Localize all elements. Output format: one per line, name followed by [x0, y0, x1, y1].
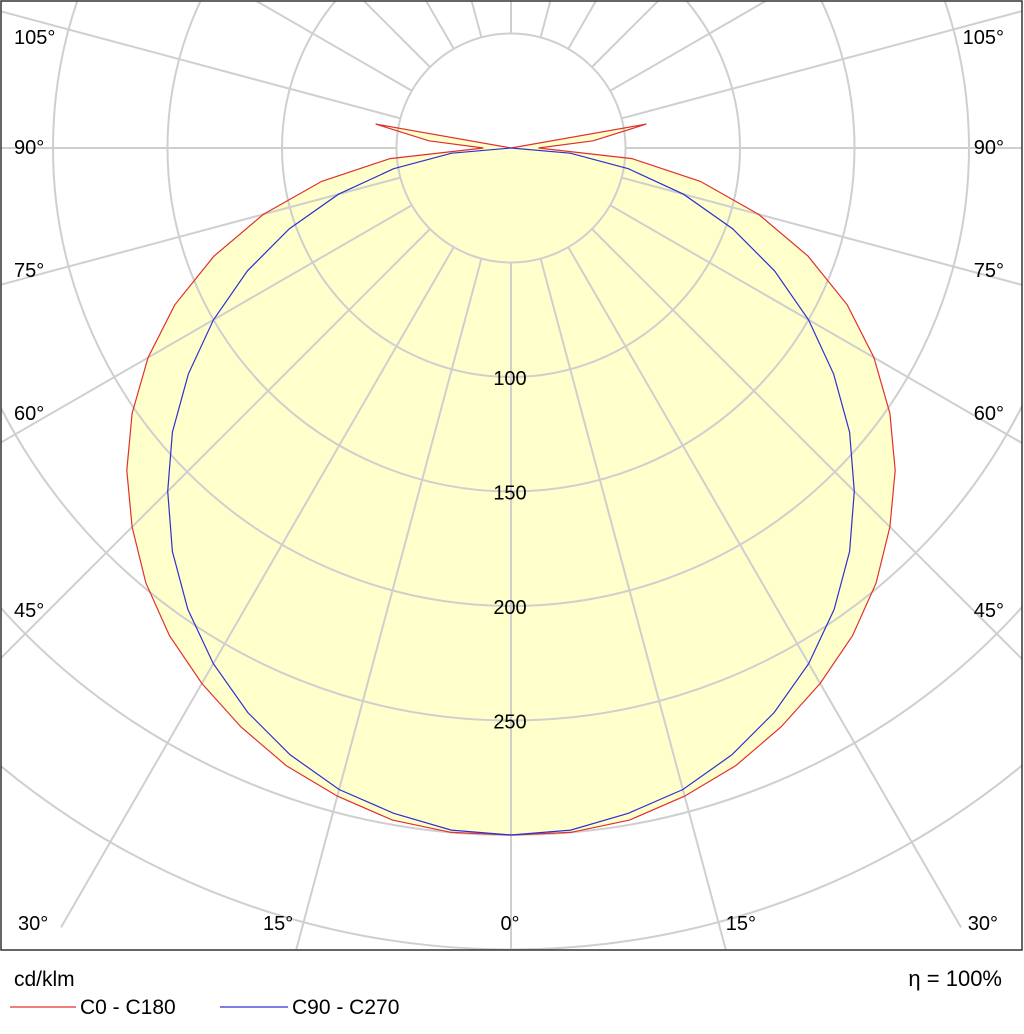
curve-series-1-left: [126, 123, 512, 836]
grid-spoke: [621, 176, 1022, 286]
unit-label: cd/klm: [14, 968, 75, 991]
grid-spoke: [591, 228, 1022, 661]
efficiency-label: η = 100%: [908, 966, 1002, 991]
angle-label-right: 15°: [726, 913, 756, 935]
radial-tick-labels: 100 150 200 250: [493, 368, 526, 734]
angle-label-left: 90°: [14, 137, 44, 159]
curve-series-2-left: [167, 147, 512, 836]
angle-label-left: 60°: [14, 403, 44, 425]
intensity-fill-layer: [126, 124, 896, 836]
radial-tick-label: 100: [493, 368, 526, 390]
grid-spoke: [621, 10, 1022, 120]
grid-spoke: [1, 176, 401, 286]
grid-spoke: [609, 1, 768, 92]
angle-label-right: 45°: [974, 600, 1004, 622]
angle-label-left: 30°: [18, 913, 48, 935]
angle-label-right: 60°: [974, 403, 1004, 425]
grid-spoke: [254, 1, 413, 92]
grid-spoke: [539, 258, 727, 950]
radial-tick-label: 150: [493, 483, 526, 505]
angle-label-right: 90°: [974, 137, 1004, 159]
fill-series-2-left: [167, 148, 511, 835]
intensity-curves: [126, 123, 896, 836]
angle-label-right: 75°: [974, 260, 1004, 282]
legend-label-c0-c180: C0 - C180: [80, 996, 176, 1019]
grid-spoke: [567, 1, 598, 50]
angle-label-right: 30°: [968, 913, 998, 935]
angle-label-left: 45°: [14, 600, 44, 622]
radial-tick-label: 250: [493, 712, 526, 734]
grid-spoke: [295, 258, 483, 950]
grid-spoke: [60, 246, 455, 928]
grid-spoke: [1, 228, 431, 660]
curve-series-2-right: [510, 147, 855, 836]
angle-label-left: 15°: [263, 913, 293, 935]
grid-spoke: [425, 1, 455, 50]
fill-series-2-right: [511, 148, 855, 835]
angle-label-right: 105°: [963, 27, 1004, 49]
grid-spoke: [1, 10, 401, 120]
grid-spoke: [609, 204, 1022, 445]
legend-label-c90-c270: C90 - C270: [292, 996, 399, 1019]
angle-label-left: 105°: [14, 27, 55, 49]
angle-label-left: 75°: [14, 260, 44, 282]
angle-label-bottom: 0°: [500, 913, 519, 935]
grid-spoke: [567, 246, 962, 928]
angle-labels: 105° 90° 75° 60° 45° 30° 15° 105° 90° 75° 60° 45° 30…: [14, 27, 1004, 935]
radial-tick-label: 200: [493, 597, 526, 619]
grid-spoke: [362, 1, 431, 68]
grid-spoke: [1, 204, 413, 444]
curve-series-1-right: [510, 123, 896, 836]
plot-frame: [0, 0, 1023, 951]
